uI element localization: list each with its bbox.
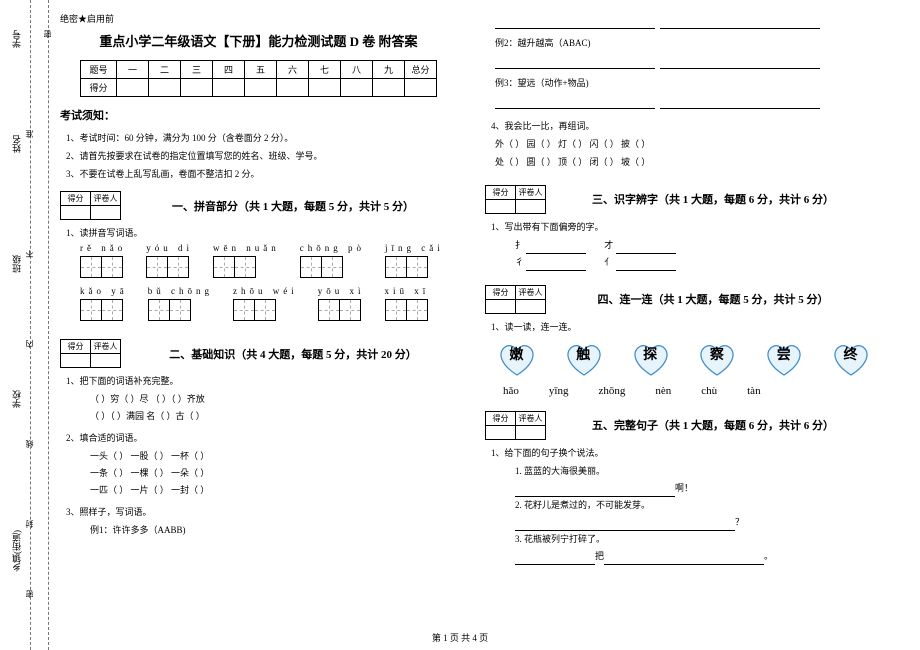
pinyin-bottom-row: hǎo yīng zhōng nèn chù tàn [503,385,872,397]
mini-score-table-4: 得分评卷人 [485,285,546,314]
sec2-e1: 例1：许许多多（AABB) [90,522,457,539]
right-e2: 例2：越升越高（ABAC) [495,35,872,52]
bind-mark-6: 密 [24,590,35,598]
sec2-q2: 2、填合适的词语。 [66,431,457,444]
secret-mark: 绝密★启用前 [60,12,457,25]
right-e3: 例3：望远（动作+物品) [495,75,872,92]
bind-mark-1: 准 [24,130,35,138]
notice-2: 2、请首先按要求在试卷的指定位置填写您的姓名、班级、学号。 [66,147,457,165]
sec2-q1: 1、把下面的词语补充完整。 [66,374,457,387]
sec5-q1: 1、给下面的句子换个说法。 [491,446,872,459]
sec2-q4: 4、我会比一比，再组词。 [491,119,872,132]
bind-mark-4: 线 [24,440,35,448]
hearts-row: 嫩 触 探 察 尝 终 [495,341,872,377]
mini-score-table-3: 得分评卷人 [485,185,546,214]
binding-line-outer [48,0,49,650]
notice-head: 考试须知： [60,107,457,123]
bind-lbl-xingming: 姓名 [10,135,23,153]
section4-title: 四、连一连（共 1 大题，每题 5 分，共计 5 分） [554,291,872,307]
section1-title: 一、拼音部分（共 1 大题，每题 5 分，共计 5 分） [129,198,457,214]
bind-lbl-xiangzhen: 乡镇(街道) [10,530,23,572]
mini-score-table-1: 得分评卷人 [60,191,121,220]
sec5-s3: 3. 花瓶被列宁打碎了。 [515,531,872,548]
left-column: 绝密★启用前 重点小学二年级语文【下册】能力检测试题 D 卷 附答案 题号 一 … [60,12,475,565]
score-table: 题号 一 二 三 四 五 六 七 八 九 总分 得分 [80,60,437,97]
section3-title: 三、识字辨字（共 1 大题，每题 6 分，共计 6 分） [554,191,872,207]
sec3-q1: 1、写出带有下面偏旁的字。 [491,220,872,233]
bind-lbl-xuexiao: 学校 [10,390,23,408]
bind-mark-0: 密 [42,30,53,38]
sec2-q1-l2: （ ）（ ）满园 名（ ）古（ ） [90,408,457,425]
section5-title: 五、完整句子（共 1 大题，每题 6 分，共计 6 分） [554,417,872,433]
section2-title: 二、基础知识（共 4 大题，每题 5 分，共计 20 分） [129,346,457,362]
right-column: 例2：越升越高（ABAC) 例3：望远（动作+物品) 4、我会比一比，再组词。 … [475,12,890,565]
notice-3: 3、不要在试卷上乱写乱画，卷面不整洁扣 2 分。 [66,165,457,183]
bind-mark-5: 封 [24,520,35,528]
sec2-q1-l1: （ ）穷（ ）尽 （ ）（ ）齐放 [90,391,457,408]
sec1-q1: 1、读拼音写词语。 [66,226,457,239]
score-row-label: 题号 [81,61,117,79]
notice-1: 1、考试时间：60 分钟，满分为 100 分（含卷面分 2 分）。 [66,129,457,147]
bind-mark-3: 内 [24,340,35,348]
pinyin-row-1: rě nǎo yóu dì wēn nuǎn chōng pò jīng cǎi [80,243,457,278]
sec2-q3: 3、照样子，写词语。 [66,505,457,518]
sec2-q2-b: 一条（ ） 一棵（ ） 一朵（ ） [90,465,457,482]
mini-score-table-5: 得分评卷人 [485,411,546,440]
exam-title: 重点小学二年级语文【下册】能力检测试题 D 卷 附答案 [60,31,457,50]
binding-line-inner [30,0,31,650]
bind-lbl-banji: 班级 [10,255,23,273]
mini-score-table-2: 得分评卷人 [60,339,121,368]
binding-margin: 学号 姓名 班级 学校 乡镇(街道) 密 准 不 内 线 封 密 [4,0,54,650]
pinyin-row-2: kǎo yā bǔ chōng zhōu wéi yōu xì xiū xī [80,286,457,321]
q4-l2: 处（ ） 圆（ ） 顶（ ） 闭（ ） 坡（ ） [495,154,872,171]
sec5-s2: 2. 花籽儿是煮过的，不可能发芽。 [515,497,872,514]
sec2-q2-a: 一头（ ） 一股（ ） 一杯（ ） [90,448,457,465]
sec5-s1: 1. 蓝蓝的大海很美丽。 [515,463,872,480]
q4-l1: 外（ ） 园（ ） 灯（ ） 闪（ ） 披（ ） [495,136,872,153]
bind-mark-2: 不 [24,250,35,258]
bind-lbl-xuehao: 学号 [10,30,23,48]
sec4-q1: 1、读一读，连一连。 [491,320,872,333]
score-row-label2: 得分 [81,79,117,97]
page-footer: 第 1 页 共 4 页 [0,631,920,644]
sec2-q2-c: 一匹（ ） 一片（ ） 一封（ ） [90,482,457,499]
